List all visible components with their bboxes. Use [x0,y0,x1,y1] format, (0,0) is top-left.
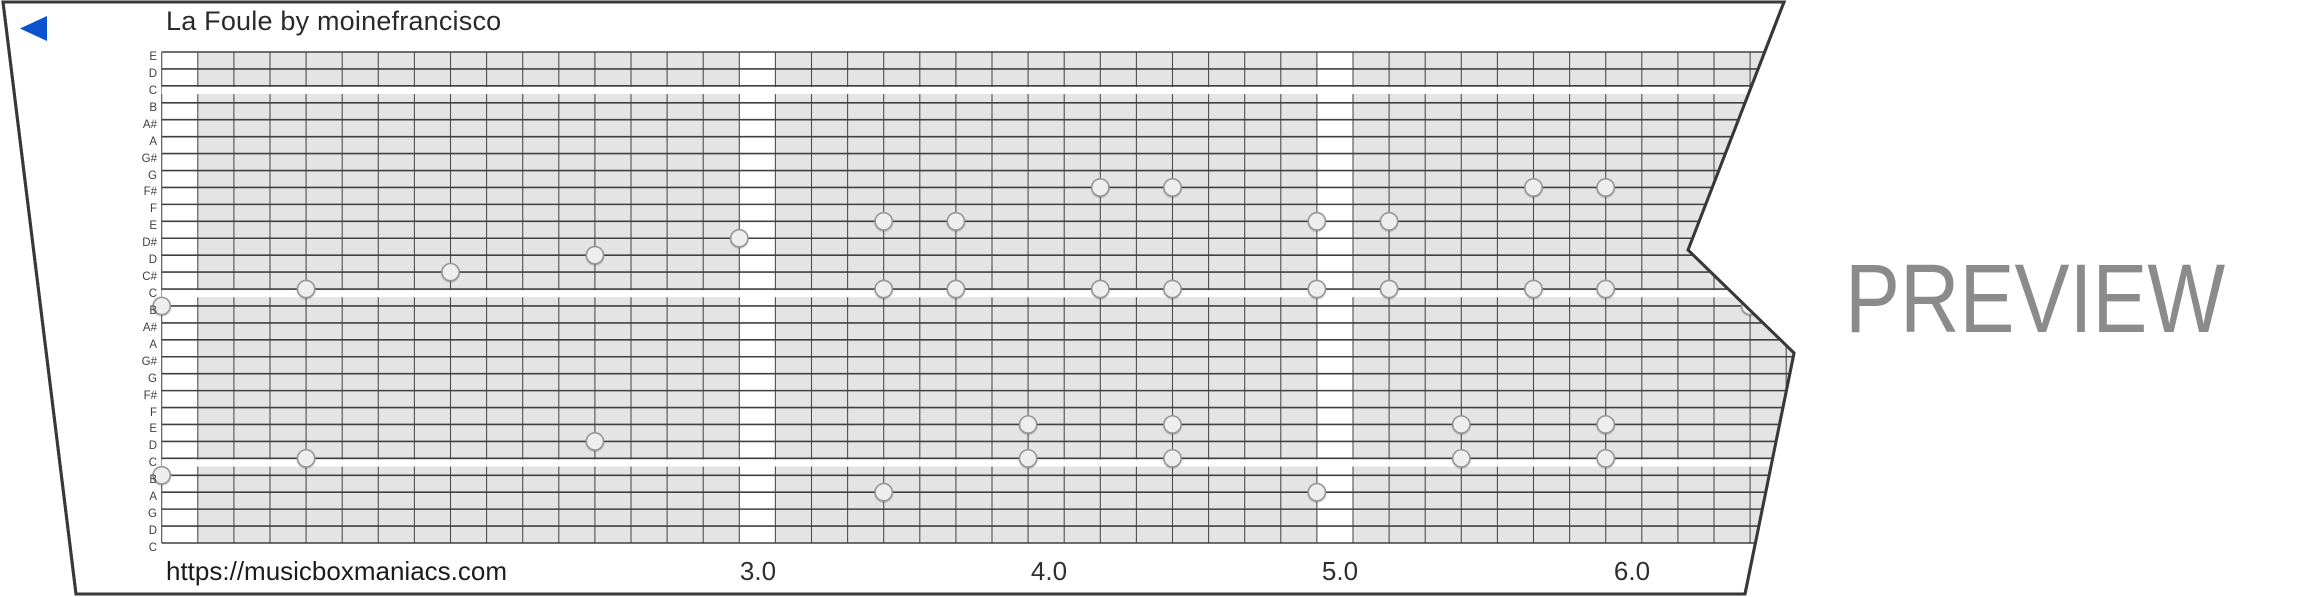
note-circle [1451,448,1471,468]
note-circle [1596,178,1616,197]
note-row-label: C [148,288,157,301]
note-row-label: E [149,51,157,63]
note-row-label: E [149,220,157,233]
note-circle [1018,448,1038,468]
grid-cells [198,52,1794,543]
note-lines [161,51,1794,544]
note-row-label: B [149,101,157,114]
note-circle [1524,178,1543,197]
note-row-label: G# [141,152,157,165]
strip-border [1,0,1796,596]
note-row-label: A# [142,118,157,131]
note-circle [1451,415,1471,434]
page-title: La Foule by moinefrancisco [166,6,502,36]
note-row-label: A [149,338,157,351]
note-row-label: G# [141,355,157,368]
note-row-label: E [149,423,157,436]
note-circle [946,279,966,299]
note-circle [1524,279,1543,299]
octave-separator-bands [161,87,1794,467]
note-row-label: G [148,372,157,385]
note-circle [441,262,460,282]
note-circle [585,432,605,451]
note-circle [1379,211,1399,231]
note-circle [1090,178,1110,197]
back-arrow-icon[interactable] [20,16,47,41]
note-circle [1596,448,1616,468]
note-row-label: C [148,84,157,97]
note-circle [1596,279,1616,299]
note-row-label: F# [143,186,157,199]
note-circle [1596,415,1616,434]
note-row-label: F# [143,389,157,402]
note-circle [1307,482,1327,502]
note-row-label: D [148,525,157,538]
note-row-label: C [148,457,157,470]
note-row-label: B [149,304,157,317]
note-row-label: D [148,440,157,453]
note-row-label: C [148,541,157,554]
note-circle [946,211,966,231]
note-circle [1163,415,1182,434]
preview-watermark: PREVIEW [1845,244,2226,353]
note-circle [1379,279,1399,299]
note-circle [296,448,316,468]
note-row-label: D [148,254,157,267]
note-row-label: G [148,169,157,182]
note-row-label: G [148,508,157,521]
time-label: 4.0 [1030,556,1068,586]
note-circle [1163,178,1182,197]
note-circle [152,465,172,485]
note-circle [296,279,316,299]
note-row-label: C# [142,271,157,284]
time-label: 3.0 [739,556,777,586]
note-dots [152,178,1760,502]
note-circle [1307,211,1327,231]
note-circle [1018,415,1038,434]
note-circle [585,245,605,265]
note-row-label: A [149,135,157,148]
note-circle [729,228,749,248]
note-row-label: F [149,406,157,419]
time-label: 5.0 [1321,556,1359,586]
note-circle [1307,279,1327,299]
note-row-label: D [148,67,157,80]
note-row-label: F [149,203,157,216]
note-circle [874,482,894,502]
site-url-text: https://musicboxmaniacs.com [166,556,508,586]
note-row-label: D# [142,237,157,250]
note-row-label: B [149,474,157,487]
note-circle [1163,279,1182,299]
note-circle [874,279,894,299]
note-circle [152,296,172,316]
note-circle [1163,448,1182,468]
note-circle [1090,279,1110,299]
time-label: 6.0 [1613,556,1651,586]
note-circle [874,211,894,231]
note-row-label: A# [142,321,157,334]
note-row-label: A [149,491,157,504]
